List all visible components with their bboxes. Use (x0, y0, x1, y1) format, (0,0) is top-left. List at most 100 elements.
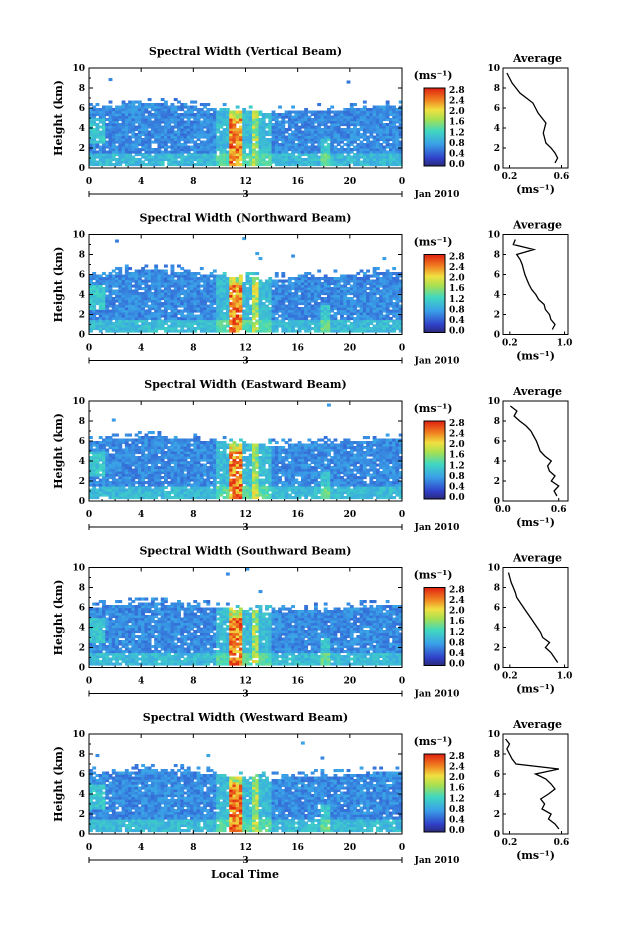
profile-x-label: (ms⁻¹) (516, 350, 555, 363)
y-tick-label: 6 (79, 437, 85, 447)
colorbar-tick-label: 2.8 (449, 419, 465, 429)
x-tick-label: 0 (86, 510, 92, 520)
colorbar-tick-label: 0.8 (449, 305, 465, 315)
profile-x-tick-label: 1.0 (557, 672, 573, 682)
profile-title: Average (512, 385, 562, 398)
colorbar-tick-label: 0.8 (449, 638, 465, 648)
colorbar (423, 587, 446, 666)
colorbar-tick-label: 1.2 (449, 295, 465, 305)
colorbar-tick-label: 2.0 (449, 607, 465, 617)
x-tick-label: 12 (239, 510, 252, 520)
y-tick-label: 4 (79, 624, 85, 634)
y-tick-label: 6 (79, 104, 85, 114)
colorbar-tick-label: 0.0 (449, 826, 465, 836)
profile-y-tick-label: 2 (494, 477, 500, 487)
colorbar-tick-label: 2.8 (449, 86, 465, 96)
colorbar-tick-label: 2.4 (449, 97, 465, 107)
colorbar-tick-label: 2.4 (449, 263, 465, 273)
x-tick-label: 20 (344, 843, 357, 853)
y-tick-label: 6 (79, 604, 85, 614)
colorbar (423, 254, 446, 333)
y-tick-label: 2 (79, 311, 85, 321)
panel-title: Spectral Width (Northward Beam) (140, 212, 352, 225)
colorbar-tick-label: 1.2 (449, 794, 465, 804)
y-tick-label: 0 (79, 331, 85, 341)
profile-y-tick-label: 10 (487, 231, 500, 241)
colorbar-tick-label: 1.6 (449, 118, 465, 128)
panel-title: Spectral Width (Westward Beam) (143, 711, 348, 724)
profile-y-tick-label: 6 (494, 604, 500, 614)
profile-x-tick-label: 0.6 (554, 172, 570, 182)
profile-x-label: (ms⁻¹) (516, 683, 555, 696)
x-tick-label: 4 (138, 677, 144, 687)
y-tick-label: 4 (79, 124, 85, 134)
x-tick-label: 20 (344, 177, 357, 187)
profile-y-tick-label: 6 (494, 437, 500, 447)
date-label: Jan 2010 (414, 190, 460, 200)
y-tick-label: 0 (79, 830, 85, 840)
colorbar-tick-label: 1.2 (449, 128, 465, 138)
x-tick-label: 0 (399, 177, 405, 187)
colorbar-units: (ms⁻¹) (414, 569, 453, 582)
x-tick-label: 8 (190, 510, 196, 520)
x-tick-label: 0 (399, 510, 405, 520)
x-tick-label: 16 (291, 677, 304, 687)
colorbar-tick-label: 0.0 (449, 327, 465, 337)
profile-y-tick-label: 10 (487, 64, 500, 74)
colorbar-tick-label: 2.8 (449, 752, 465, 762)
profile-line (512, 239, 556, 330)
y-tick-label: 4 (79, 790, 85, 800)
colorbar-tick-label: 2.0 (449, 274, 465, 284)
x-tick-label: 0 (399, 677, 405, 687)
x-tick-label: 12 (239, 677, 252, 687)
y-tick-label: 10 (72, 730, 85, 740)
panel-title: Spectral Width (Vertical Beam) (149, 45, 342, 58)
colorbar-tick-label: 1.6 (449, 284, 465, 294)
profile-y-tick-label: 0 (494, 331, 500, 341)
y-tick-label: 8 (79, 251, 85, 261)
x-tick-label: 16 (291, 344, 304, 354)
profile-line (507, 572, 559, 663)
y-tick-label: 6 (79, 770, 85, 780)
y-axis-label: Height (km) (52, 580, 65, 656)
profile-title: Average (512, 52, 562, 65)
profile-x-label: (ms⁻¹) (516, 516, 555, 529)
x-tick-label: 4 (138, 177, 144, 187)
colorbar-tick-label: 0.4 (449, 149, 465, 159)
x-tick-label: 4 (138, 510, 144, 520)
profile-y-tick-label: 8 (494, 750, 500, 760)
date-label: Jan 2010 (414, 523, 460, 533)
x-tick-label: 0 (86, 843, 92, 853)
colorbar-tick-label: 2.4 (449, 596, 465, 606)
profile-x-tick-label: 0.6 (554, 838, 570, 848)
panel-5: Spectral Width (Westward Beam) 0 2 4 6 8 10 Hei… (52, 711, 569, 866)
colorbar-tick-label: 0.0 (449, 493, 465, 503)
colorbar-tick-label: 1.2 (449, 461, 465, 471)
profile-y-tick-label: 2 (494, 644, 500, 654)
y-tick-label: 4 (79, 291, 85, 301)
colorbar-units: (ms⁻¹) (414, 402, 453, 415)
profile-y-tick-label: 8 (494, 84, 500, 94)
profile-y-tick-label: 4 (494, 291, 500, 301)
panel-4: Spectral Width (Southward Beam) 0 2 4 6 8 10 He… (52, 545, 572, 700)
colorbar-units: (ms⁻¹) (414, 735, 453, 748)
profile-title: Average (512, 552, 562, 565)
y-axis-label: Height (km) (52, 413, 65, 489)
profile-y-tick-label: 2 (494, 144, 500, 154)
panel-2: Spectral Width (Northward Beam) 0 2 4 6 8 10 He… (52, 212, 572, 367)
profile-x-tick-label: 0.2 (502, 172, 518, 182)
x-tick-label: 12 (239, 177, 252, 187)
profile-y-tick-label: 0 (494, 830, 500, 840)
profile-x-tick-label: 0.6 (551, 505, 567, 515)
heatmap-cells (89, 567, 403, 666)
colorbar-tick-label: 1.6 (449, 617, 465, 627)
profile-frame (502, 733, 569, 835)
colorbar-tick-label: 0.0 (449, 660, 465, 670)
colorbar-tick-label: 0.4 (449, 649, 465, 659)
panel-3: Spectral Width (Eastward Beam) 0 2 4 6 8 10 Hei… (52, 378, 569, 533)
profile-frame (502, 400, 569, 502)
colorbar-tick-label: 0.8 (449, 472, 465, 482)
day-label: 3 (242, 523, 248, 533)
y-tick-label: 8 (79, 84, 85, 94)
x-tick-label: 16 (291, 510, 304, 520)
